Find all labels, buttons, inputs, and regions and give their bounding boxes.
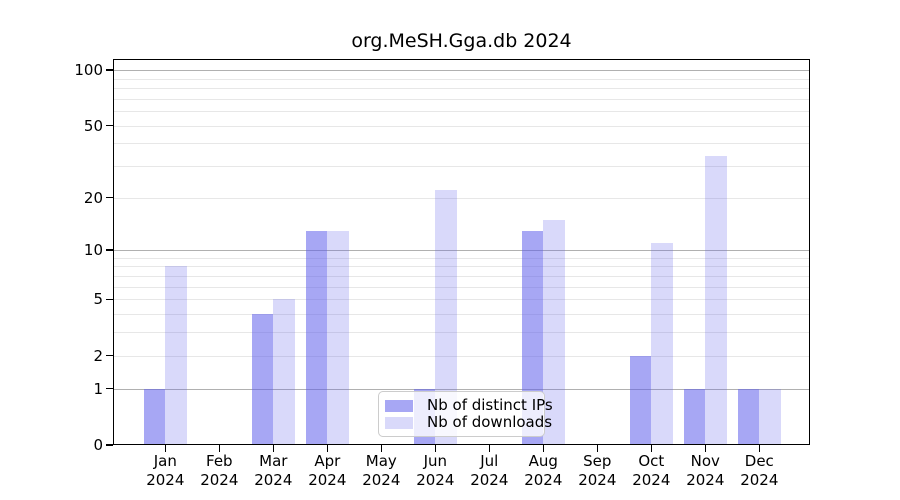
gridline-minor-40 [114,143,809,145]
x-tick-jul [488,445,491,452]
legend-swatch-distinct-ips [385,399,413,412]
y-tick-0 [106,444,113,446]
x-tick-label-jul: Jul 2024 [470,452,509,489]
gridline-minor-4 [114,314,809,316]
y-tick-label-1: 1 [93,379,103,398]
y-tick-label-100: 100 [74,61,103,80]
x-tick-label-jun: Jun 2024 [416,452,455,489]
x-tick-label-aug: Aug 2024 [524,452,563,489]
bar-downloads-aug [543,219,565,445]
y-tick-label-50: 50 [83,116,103,135]
gridline-major-100 [114,70,809,72]
x-tick-may [380,445,383,452]
gridline-minor-3 [114,332,809,334]
bar-downloads-nov [705,156,727,445]
y-tick-1 [106,387,113,390]
legend-swatch-downloads [385,416,413,429]
y-tick-label-20: 20 [83,188,103,207]
gridline-minor-50 [114,125,809,127]
x-tick-label-nov: Nov 2024 [686,452,725,489]
x-tick-oct [650,445,653,452]
x-tick-jan [164,445,167,452]
bar-distinct-ips-nov [683,388,706,445]
x-tick-dec [758,445,761,452]
legend-label-downloads: Nb of downloads [427,413,553,431]
bar-downloads-mar [273,299,295,445]
bar-distinct-ips-mar [251,314,274,445]
x-tick-label-oct: Oct 2024 [632,452,671,489]
gridline-minor-2 [114,355,809,357]
y-tick-100 [106,69,113,71]
legend-item-downloads: Nb of downloads [385,414,552,431]
gridline-minor-20 [114,197,809,199]
bar-downloads-jan [165,266,187,445]
x-tick-label-feb: Feb 2024 [200,452,239,489]
gridline-minor-8 [114,266,809,268]
gridline-major-1 [114,388,809,390]
y-tick-50 [106,124,113,127]
y-tick-2 [106,354,113,357]
x-tick-label-apr: Apr 2024 [308,452,347,489]
legend: Nb of distinct IPs Nb of downloads [378,391,553,437]
gridline-minor-9 [114,257,809,259]
bar-downloads-jun [435,190,457,445]
x-tick-mar [272,445,275,452]
bar-distinct-ips-jan [143,388,166,445]
chart-title: org.MeSH.Gga.db 2024 [351,30,572,52]
x-tick-aug [542,445,545,452]
y-tick-label-0: 0 [93,436,103,454]
legend-item-distinct-ips: Nb of distinct IPs [385,397,553,414]
x-tick-label-sep: Sep 2024 [578,452,617,489]
x-tick-label-jan: Jan 2024 [146,452,185,489]
x-tick-feb [218,445,221,452]
gridline-minor-80 [114,87,809,89]
y-tick-10 [106,249,113,251]
x-tick-label-may: May 2024 [362,452,401,489]
gridline-major-10 [114,250,809,252]
y-tick-5 [106,298,113,301]
bar-distinct-ips-apr [305,230,328,445]
x-tick-label-mar: Mar 2024 [254,452,293,489]
x-tick-apr [326,445,329,452]
gridline-minor-90 [114,78,809,80]
x-tick-nov [704,445,707,452]
bar-distinct-ips-dec [737,388,760,445]
x-tick-sep [596,445,599,452]
gridline-minor-60 [114,111,809,113]
y-tick-20 [106,196,113,199]
y-tick-label-10: 10 [83,241,103,260]
gridline-minor-6 [114,286,809,288]
x-tick-jun [434,445,437,452]
y-tick-label-5: 5 [93,290,103,309]
gridline-minor-5 [114,299,809,301]
legend-label-distinct-ips: Nb of distinct IPs [427,396,553,414]
gridline-minor-30 [114,166,809,168]
bar-downloads-apr [327,230,349,445]
bar-downloads-dec [759,388,781,445]
x-tick-label-dec: Dec 2024 [740,452,779,489]
bar-distinct-ips-oct [629,355,652,445]
gridline-minor-70 [114,98,809,100]
gridline-minor-7 [114,276,809,278]
bar-downloads-oct [651,243,673,445]
y-tick-label-2: 2 [93,346,103,365]
